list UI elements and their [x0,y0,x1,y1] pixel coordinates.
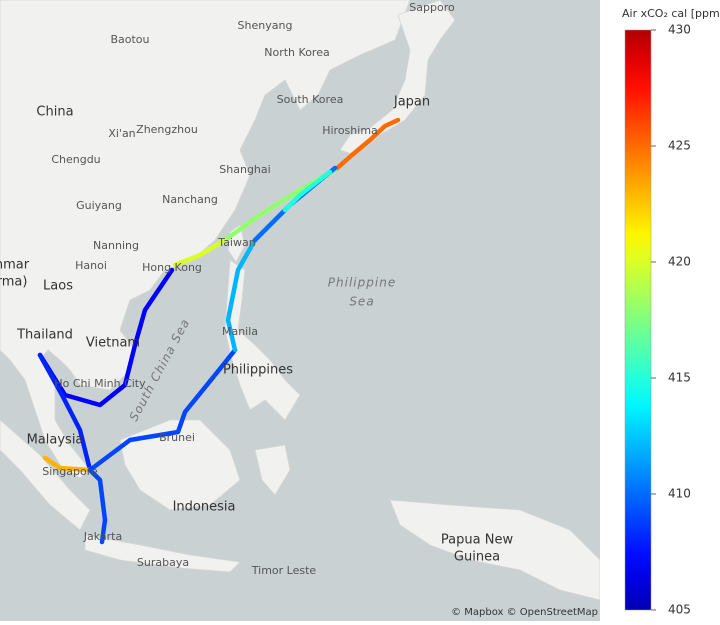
place-label: Guiyang [76,199,122,212]
place-label: Papua New [441,533,514,548]
place-label: Malaysia [27,433,84,448]
place-label: Philippines [223,363,293,378]
ship-track [37,117,401,545]
place-label: Baotou [110,33,149,46]
place-label: Taiwan [217,236,255,249]
place-label: Hiroshima [322,124,378,137]
place-label: Ho Chi Minh City [54,377,146,390]
sea-label: Philippine [328,276,396,290]
place-label: Thailand [16,328,73,343]
sea-label: Sea [349,295,374,309]
place-label: Shanghai [219,163,270,176]
place-label: Brunei [159,431,195,444]
colorbar-tick-label: 410 [668,487,691,501]
place-label: South Korea [277,93,344,106]
place-label: Nanchang [162,193,218,206]
place-label: nmar [0,258,30,273]
track-segment [87,467,108,545]
place-label: Guinea [454,550,500,565]
place-label: Nanning [93,239,139,252]
track-segment [225,237,258,353]
place-label: Hanoi [75,259,107,272]
place-label: Zhengzhou [136,123,198,136]
track-segment [282,169,333,213]
colorbar-tick-label: 425 [668,139,691,153]
place-label: Manila [222,325,258,338]
land [0,0,601,601]
place-label: Shenyang [238,19,293,32]
place-label: Jakarta [83,530,122,543]
place-label: Surabaya [137,556,189,569]
colorbar-tick-label: 430 [668,23,691,37]
track-segment [37,267,175,408]
place-label: Timor Leste [251,564,317,577]
colorbar [624,29,652,611]
colorbar-title: Air xCO₂ cal [ppm] [622,7,720,20]
place-label: China [36,105,73,120]
colorbar-tick-label: 415 [668,371,691,385]
place-label: North Korea [264,46,329,59]
place-label: Vietnam [86,336,140,351]
place-label: Hong Kong [142,261,202,274]
place-label: rma) [0,275,27,290]
colorbar-tick-label: 420 [668,255,691,269]
track-segment [37,352,93,473]
colorbar-ticks: 405 410 415 420 425 430 [651,23,691,617]
place-label: Japan [393,95,430,110]
track-segment [42,455,93,473]
attribution: © Mapbox © OpenStreetMap [451,607,598,618]
place-label: Indonesia [173,500,236,515]
place-label: Sapporo [409,1,455,14]
place-label: Xi'an [108,127,135,140]
track-segment [332,117,401,173]
place-label: Laos [43,279,73,294]
track-segment [172,237,228,268]
place-label: Singapore [42,465,98,478]
colorbar-panel [600,0,720,621]
colorbar-tick-label: 405 [668,603,691,617]
track-segment [87,347,238,473]
place-label: Chengdu [51,153,100,166]
